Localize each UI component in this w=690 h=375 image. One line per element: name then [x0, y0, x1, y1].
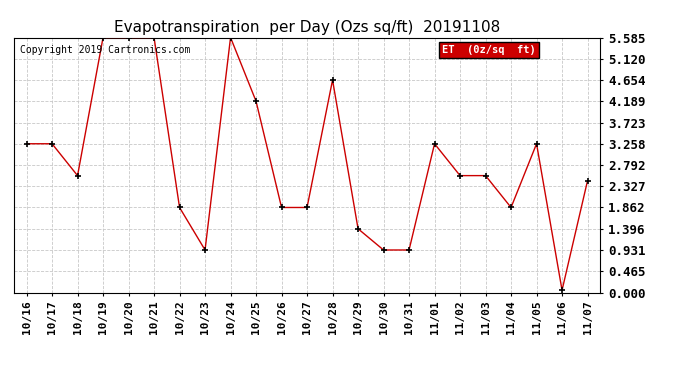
Title: Evapotranspiration  per Day (Ozs sq/ft)  20191108: Evapotranspiration per Day (Ozs sq/ft) 2… — [114, 20, 500, 35]
Text: Copyright 2019 Cartronics.com: Copyright 2019 Cartronics.com — [19, 45, 190, 55]
Text: ET  (0z/sq  ft): ET (0z/sq ft) — [442, 45, 535, 55]
